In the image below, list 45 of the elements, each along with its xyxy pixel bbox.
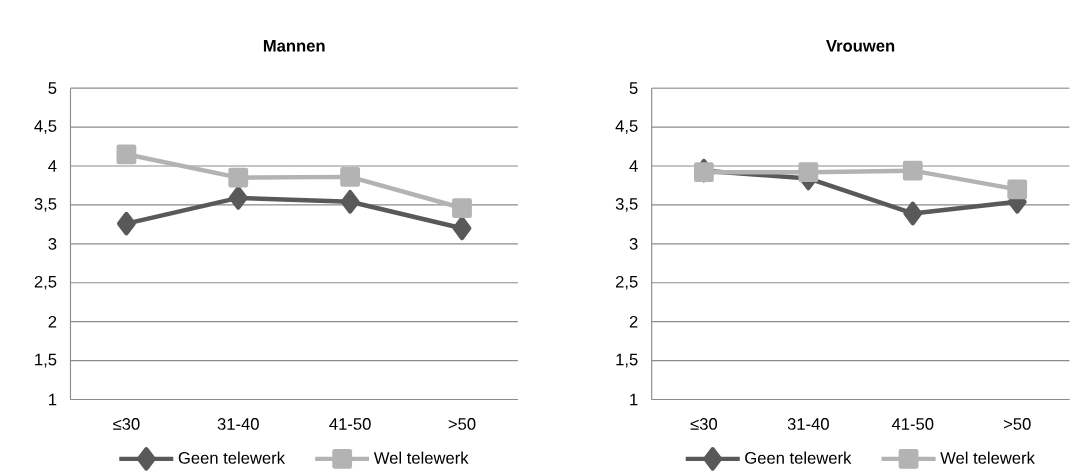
y-tick-label: 1,5 [35,353,57,368]
y-tick-label: 1,5 [616,353,638,368]
point [694,162,714,182]
point [228,185,248,210]
legend-label: Wel telewerk [940,451,1035,464]
y-tick-label: 2,5 [615,275,638,290]
chart-title: Vrouwen [826,39,895,52]
legend-label: Wel telewerk [373,451,469,464]
y-tick-label: 2 [629,315,638,328]
x-tick-label: ≤30 [690,417,718,430]
x-tick-label: >50 [1003,417,1031,430]
y-tick-label: 5 [629,82,638,94]
y-tick-label: 5 [48,82,57,94]
point [903,201,923,226]
y-tick-label: 4,5 [615,120,638,134]
y-tick-label: 2,5 [34,275,57,290]
x-tick-label: >50 [448,417,476,430]
chart-title: Mannen [263,39,325,52]
y-tick-label: 3,5 [615,197,638,212]
x-tick-label: ≤30 [113,417,140,430]
legend-label: Geen telewerk [178,451,286,464]
y-tick-label: 3 [629,237,638,250]
point [452,216,472,240]
y-tick-label: 4 [629,160,638,172]
y-tick-label: 3 [48,237,57,250]
y-tick-label: 1 [630,393,638,406]
point [340,166,361,187]
x-tick-label: 31-40 [787,417,829,430]
y-tick-label: 1 [49,393,57,406]
point [452,198,472,218]
point [798,162,819,182]
y-tick-label: 3,5 [34,197,57,212]
y-tick-label: 4,5 [34,120,57,134]
y-tick-label: 2 [48,315,57,328]
point [1007,179,1028,200]
point [340,189,360,214]
x-tick-label: 41-50 [329,417,371,430]
point [228,167,249,188]
point [902,160,923,181]
legend-label: Geen telewerk [745,451,852,464]
point [116,211,136,236]
y-tick-label: 4 [48,160,57,172]
point [116,144,137,165]
x-tick-label: 31-40 [217,417,259,430]
x-tick-label: 41-50 [891,417,934,430]
